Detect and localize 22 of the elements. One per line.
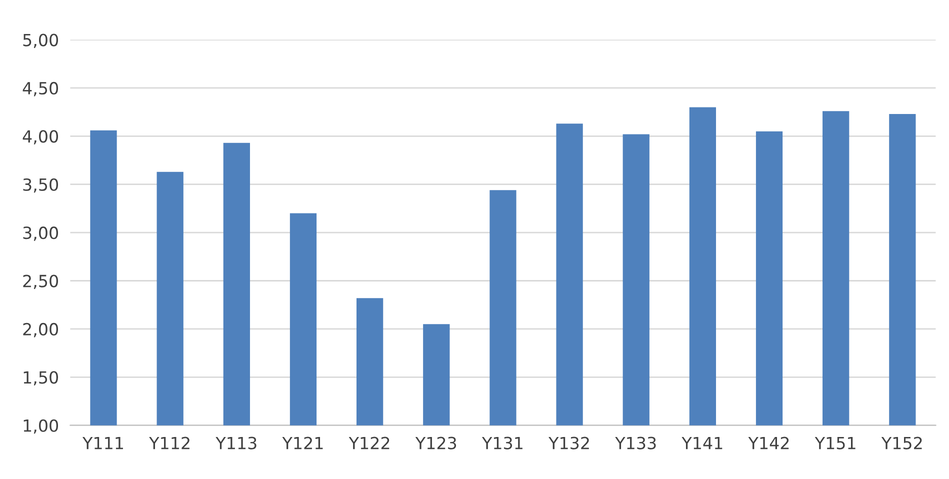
y-tick-label: 2,00 (23, 322, 58, 338)
x-tick-label: Y121 (282, 436, 323, 450)
y-tick-label: 3,00 (23, 226, 58, 241)
x-tick-label: Y152 (881, 436, 922, 450)
x-tick-label: Y133 (615, 436, 656, 450)
y-tick-label: 1,50 (24, 371, 58, 386)
y-tick-label: 1,00 (24, 419, 58, 434)
y-tick-label: 4,00 (22, 130, 58, 144)
x-tick-label: Y111 (82, 436, 123, 450)
x-tick-label: Y113 (216, 436, 256, 450)
y-tick-label: 5,00 (23, 34, 58, 48)
y-tick-label: 3,50 (23, 178, 58, 193)
x-tick-label: Y151 (814, 436, 856, 450)
x-tick-label: Y132 (548, 436, 589, 450)
x-tick-label: Y123 (415, 436, 456, 450)
x-tick-label: Y141 (682, 436, 722, 450)
x-tick-label: Y112 (149, 436, 190, 450)
x-tick-label: Y122 (348, 436, 390, 450)
y-tick-label: 4,50 (22, 82, 58, 96)
y-tick-label: 2,50 (23, 274, 58, 290)
x-tick-label: Y142 (748, 436, 789, 450)
x-tick-label: Y131 (482, 436, 522, 450)
